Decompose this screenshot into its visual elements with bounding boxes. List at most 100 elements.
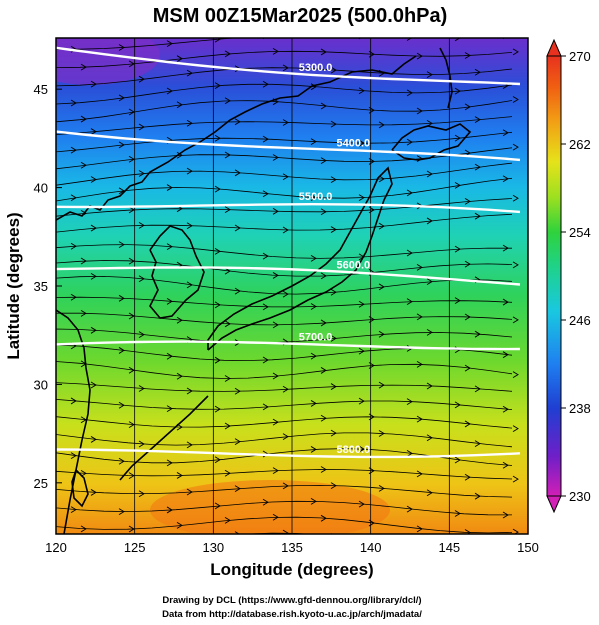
wind-arrow	[272, 207, 279, 215]
wind-arrow	[320, 48, 327, 56]
wind-arrow	[118, 508, 125, 515]
wind-arrow	[262, 303, 269, 311]
wind-arrow	[320, 208, 327, 216]
wind-arrow	[330, 226, 337, 233]
wind-arrow	[502, 244, 509, 252]
wind-arrow	[512, 425, 519, 432]
wind-arrow	[358, 445, 365, 453]
wind-arrow	[224, 151, 231, 159]
wind-arrow	[464, 52, 471, 59]
wind-arrow	[358, 500, 365, 508]
wind-arrow	[454, 456, 461, 464]
cold-core-shading	[56, 38, 160, 85]
wind-arrow	[320, 367, 327, 374]
streamline	[56, 198, 513, 217]
wind-arrow	[128, 421, 135, 429]
wind-arrow	[80, 309, 87, 317]
wind-arrow	[406, 449, 413, 457]
wind-arrow	[272, 467, 279, 475]
wind-arrow	[358, 194, 365, 202]
wind-arrow	[512, 143, 519, 151]
wind-arrow	[512, 475, 519, 483]
wind-arrow	[186, 119, 193, 127]
wind-arrow	[176, 521, 183, 529]
colorbar-tick-labels: 230 238 246 254 262 270	[561, 49, 591, 504]
wind-arrow	[474, 492, 481, 500]
wind-arrow	[474, 330, 481, 338]
wind-arrow	[272, 372, 279, 380]
wind-arrow	[186, 69, 193, 77]
wind-arrow	[272, 418, 279, 426]
wind-arrow	[128, 525, 135, 533]
coastline-sakhalin	[439, 47, 453, 109]
wind-arrow	[176, 101, 183, 109]
wind-arrow	[454, 510, 461, 517]
wind-arrow	[138, 490, 145, 498]
wind-arrow	[262, 252, 269, 260]
wind-arrow	[80, 470, 87, 477]
wind-arrow	[176, 151, 183, 159]
wind-arrow	[406, 189, 413, 197]
wind-arrow	[282, 529, 289, 534]
contour-label: 5600.0	[337, 259, 371, 271]
wind-arrow	[138, 385, 145, 392]
wind-arrow	[128, 155, 135, 163]
wind-arrow	[378, 222, 385, 230]
wind-arrow	[262, 190, 269, 198]
wind-arrow	[454, 181, 461, 189]
streamline	[56, 312, 513, 326]
wind-arrow	[454, 87, 461, 95]
wind-arrow	[90, 176, 97, 183]
wind-arrow	[272, 272, 279, 279]
wind-arrow	[214, 82, 221, 90]
wind-arrow	[272, 154, 279, 161]
coastline-japan-kyushu-honshu	[207, 166, 393, 351]
wind-arrow	[234, 387, 241, 395]
wind-arrow	[118, 457, 125, 465]
wind-arrow	[378, 381, 385, 389]
coastline-ryukyu	[119, 395, 209, 481]
wind-arrow	[234, 169, 241, 177]
wind-arrow	[512, 261, 519, 269]
wind-arrow	[186, 441, 193, 449]
wind-arrow	[138, 75, 145, 83]
wind-arrow	[502, 405, 509, 413]
wind-arrow	[176, 316, 183, 324]
wind-arrow	[282, 64, 289, 72]
latitude-tick: 45	[34, 82, 48, 97]
wind-arrow	[416, 313, 423, 321]
wind-arrow	[416, 264, 423, 271]
colorbar-tick: 230	[569, 489, 591, 504]
wind-arrow	[502, 511, 509, 519]
wind-arrow	[406, 249, 413, 257]
wind-arrow	[426, 434, 433, 442]
wind-arrow	[70, 194, 77, 202]
wind-arrow	[474, 385, 481, 393]
contour-label: 5500.0	[299, 191, 333, 203]
wind-arrow	[464, 313, 471, 321]
streamline	[56, 38, 468, 50]
streamline	[56, 296, 513, 308]
wind-arrow	[310, 497, 317, 505]
wind-arrow	[90, 128, 97, 135]
wind-arrow	[320, 466, 327, 473]
wind-arrow	[234, 485, 241, 493]
colorbar-tick: 246	[569, 313, 591, 328]
wind-arrow	[166, 352, 173, 360]
coastline-china-east	[56, 309, 91, 534]
wind-arrow	[282, 482, 289, 490]
longitude-tick: 140	[360, 540, 382, 555]
wind-arrow	[91, 544, 96, 550]
wind-arrow	[330, 429, 337, 437]
wind-arrow	[474, 116, 481, 124]
wind-arrow	[378, 175, 385, 183]
wind-arrow	[358, 139, 365, 147]
wind-arrow	[454, 38, 461, 42]
wind-arrow	[80, 115, 87, 123]
wind-arrow	[214, 356, 221, 364]
wind-arrow	[187, 537, 192, 543]
wind-arrow	[502, 129, 509, 137]
latitude-tick: 30	[34, 377, 48, 392]
wind-arrow	[272, 321, 279, 329]
wind-arrow	[70, 452, 77, 460]
